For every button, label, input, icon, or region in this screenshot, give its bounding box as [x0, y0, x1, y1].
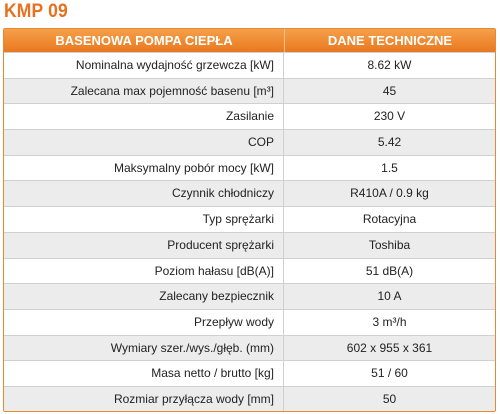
- table-row: Czynnik chłodniczy R410A / 0.9 kg: [4, 180, 495, 207]
- header-product: BASENOWA POMPA CIEPŁA: [4, 29, 285, 52]
- row-value: 45: [382, 83, 397, 98]
- row-value: 602 x 955 x 361: [346, 340, 433, 355]
- row-value: Rotacyjna: [362, 212, 417, 227]
- row-value: R410A / 0.9 kg: [350, 186, 429, 201]
- header-specs: DANE TECHNICZNE: [327, 33, 453, 48]
- row-label: Zasilanie: [4, 104, 284, 130]
- table-row: Maksymalny pobór mocy [kW] 1.5: [4, 154, 495, 181]
- row-label: Przepływ wody: [4, 309, 284, 335]
- row-value: 3 m³/h: [372, 314, 407, 329]
- table-row: Rozmiar przyłącza wody [mm] 50: [4, 385, 495, 411]
- table-row: Przepływ wody 3 m³/h: [4, 308, 495, 335]
- row-value: 51 dB(A): [365, 263, 414, 278]
- row-label: Rozmiar przyłącza wody [mm]: [4, 386, 284, 411]
- table-row: Producent sprężarki Toshiba: [4, 231, 495, 258]
- table-row: COP 5.42: [4, 129, 495, 155]
- table-row: Poziom hałasu [dB(A)] 51 dB(A): [4, 257, 495, 284]
- row-label: COP: [4, 130, 284, 155]
- row-label: Producent sprężarki: [4, 232, 284, 258]
- row-value: 10 A: [377, 289, 402, 304]
- table-row: Typ sprężarki Rotacyjna: [4, 206, 495, 232]
- page-title: KMP 09: [4, 1, 68, 22]
- row-label: Nominalna wydajność grzewcza [kW]: [4, 53, 284, 78]
- row-value: 5.42: [377, 135, 402, 150]
- table-row: Wymiary szer./wys./głęb. (mm) 602 x 955 x…: [4, 334, 495, 361]
- table-row: Zalecany bezpiecznik 10 A: [4, 283, 495, 309]
- row-value: 51 / 60: [371, 366, 408, 381]
- spec-table: BASENOWA POMPA CIEPŁA DANE TECHNICZNE No…: [3, 28, 496, 412]
- row-label: Masa netto / brutto [kg]: [4, 361, 284, 386]
- row-value: Toshiba: [368, 237, 411, 252]
- row-value: 1.5: [381, 160, 398, 175]
- row-label: Zalecany bezpiecznik: [4, 284, 284, 309]
- table-header: BASENOWA POMPA CIEPŁA DANE TECHNICZNE: [4, 29, 495, 52]
- row-label: Wymiary szer./wys./głęb. (mm): [4, 335, 284, 361]
- row-value: 230 V: [373, 109, 406, 124]
- row-label: Zalecana max pojemność basenu [m³]: [4, 78, 284, 104]
- row-label: Maksymalny pobór mocy [kW]: [4, 155, 284, 181]
- row-label: Typ sprężarki: [4, 207, 284, 232]
- table-row: Zasilanie 230 V: [4, 103, 495, 130]
- table-row: Masa netto / brutto [kg] 51 / 60: [4, 360, 495, 386]
- table-row: Nominalna wydajność grzewcza [kW] 8.62 kW: [4, 52, 495, 78]
- table-body: Nominalna wydajność grzewcza [kW] 8.62 kW…: [4, 52, 495, 411]
- row-label: Czynnik chłodniczy: [4, 181, 284, 207]
- row-label: Poziom hałasu [dB(A)]: [4, 258, 284, 284]
- row-value: 8.62 kW: [367, 58, 412, 72]
- table-row: Zalecana max pojemność basenu [m³] 45: [4, 77, 495, 104]
- row-value: 50: [382, 391, 397, 406]
